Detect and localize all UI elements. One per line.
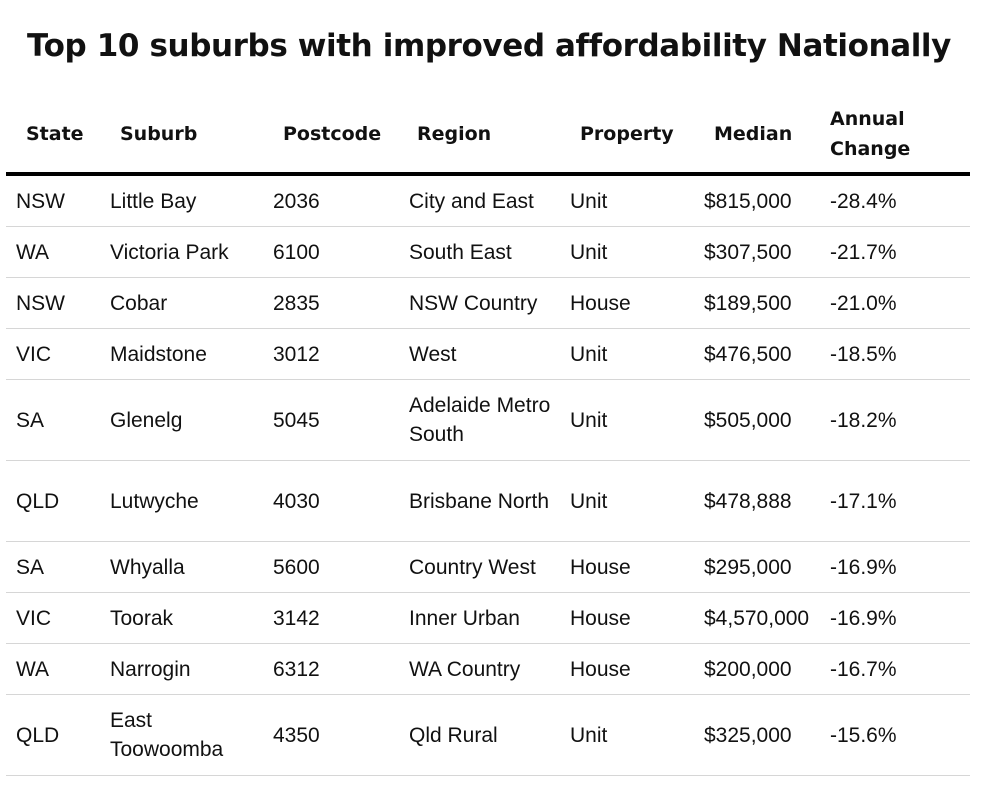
column-header-annual-change: Annual Change — [820, 96, 970, 176]
cell-annual-change: -17.1% — [820, 460, 970, 542]
cell-postcode: 3142 — [263, 592, 399, 644]
cell-median: $476,500 — [694, 328, 820, 380]
cell-postcode: 6312 — [263, 643, 399, 695]
cell-region: Country West — [399, 541, 560, 593]
cell-state: SA — [6, 379, 100, 461]
cell-property: House — [560, 643, 694, 695]
cell-state: QLD — [6, 460, 100, 542]
cell-median: $815,000 — [694, 174, 820, 227]
cell-annual-change: -16.7% — [820, 643, 970, 695]
table-row: SA Whyalla 5600 Country West House $295,… — [6, 541, 970, 593]
cell-suburb: Maidstone — [100, 328, 263, 380]
cell-annual-change: -28.4% — [820, 174, 970, 227]
cell-postcode: 3012 — [263, 328, 399, 380]
table-row: VIC Maidstone 3012 West Unit $476,500 -1… — [6, 328, 970, 380]
table-row: QLD Lutwyche 4030 Brisbane North Unit $4… — [6, 460, 970, 542]
table-row: QLD East Toowoomba 4350 Qld Rural Unit $… — [6, 694, 970, 776]
cell-annual-change: -16.9% — [820, 541, 970, 593]
affordability-table: State Suburb Postcode Region Property Me… — [6, 96, 970, 776]
cell-postcode: 5600 — [263, 541, 399, 593]
cell-property: House — [560, 541, 694, 593]
cell-region: Adelaide Metro South — [399, 379, 560, 461]
table-row: VIC Toorak 3142 Inner Urban House $4,570… — [6, 592, 970, 644]
column-header-state: State — [6, 96, 100, 176]
table-row: NSW Cobar 2835 NSW Country House $189,50… — [6, 277, 970, 329]
cell-property: Unit — [560, 226, 694, 278]
cell-postcode: 2036 — [263, 174, 399, 227]
column-header-median: Median — [694, 96, 820, 176]
cell-median: $295,000 — [694, 541, 820, 593]
table-row: WA Victoria Park 6100 South East Unit $3… — [6, 226, 970, 278]
cell-property: Unit — [560, 328, 694, 380]
cell-postcode: 6100 — [263, 226, 399, 278]
cell-annual-change: -18.2% — [820, 379, 970, 461]
table-header-row: State Suburb Postcode Region Property Me… — [6, 96, 970, 176]
cell-property: House — [560, 592, 694, 644]
cell-property: Unit — [560, 460, 694, 542]
cell-suburb: Lutwyche — [100, 460, 263, 542]
cell-annual-change: -16.9% — [820, 592, 970, 644]
chart-title: Top 10 suburbs with improved affordabili… — [27, 28, 951, 64]
cell-median: $189,500 — [694, 277, 820, 329]
cell-suburb: Toorak — [100, 592, 263, 644]
cell-median: $4,570,000 — [694, 592, 820, 644]
cell-suburb: Whyalla — [100, 541, 263, 593]
cell-median: $505,000 — [694, 379, 820, 461]
cell-median: $307,500 — [694, 226, 820, 278]
cell-suburb: Glenelg — [100, 379, 263, 461]
cell-property: Unit — [560, 694, 694, 776]
cell-region: South East — [399, 226, 560, 278]
cell-suburb: Narrogin — [100, 643, 263, 695]
cell-region: WA Country — [399, 643, 560, 695]
cell-median: $478,888 — [694, 460, 820, 542]
table-row: WA Narrogin 6312 WA Country House $200,0… — [6, 643, 970, 695]
column-header-property: Property — [560, 96, 694, 176]
cell-median: $325,000 — [694, 694, 820, 776]
cell-state: WA — [6, 643, 100, 695]
table-row: NSW Little Bay 2036 City and East Unit $… — [6, 174, 970, 227]
cell-state: VIC — [6, 592, 100, 644]
cell-region: Brisbane North — [399, 460, 560, 542]
cell-suburb: Cobar — [100, 277, 263, 329]
cell-state: VIC — [6, 328, 100, 380]
cell-state: SA — [6, 541, 100, 593]
column-header-suburb: Suburb — [100, 96, 263, 176]
cell-property: Unit — [560, 379, 694, 461]
cell-suburb: Little Bay — [100, 174, 263, 227]
cell-state: QLD — [6, 694, 100, 776]
cell-median: $200,000 — [694, 643, 820, 695]
cell-suburb: Victoria Park — [100, 226, 263, 278]
cell-postcode: 2835 — [263, 277, 399, 329]
cell-region: City and East — [399, 174, 560, 227]
cell-region: Inner Urban — [399, 592, 560, 644]
cell-annual-change: -21.0% — [820, 277, 970, 329]
cell-annual-change: -15.6% — [820, 694, 970, 776]
cell-property: House — [560, 277, 694, 329]
cell-postcode: 4030 — [263, 460, 399, 542]
cell-region: Qld Rural — [399, 694, 560, 776]
cell-state: NSW — [6, 174, 100, 227]
column-header-postcode: Postcode — [263, 96, 399, 176]
cell-postcode: 4350 — [263, 694, 399, 776]
cell-region: NSW Country — [399, 277, 560, 329]
cell-postcode: 5045 — [263, 379, 399, 461]
table-row: SA Glenelg 5045 Adelaide Metro South Uni… — [6, 379, 970, 461]
cell-state: NSW — [6, 277, 100, 329]
cell-property: Unit — [560, 174, 694, 227]
cell-suburb: East Toowoomba — [100, 694, 263, 776]
cell-state: WA — [6, 226, 100, 278]
cell-annual-change: -18.5% — [820, 328, 970, 380]
cell-annual-change: -21.7% — [820, 226, 970, 278]
cell-region: West — [399, 328, 560, 380]
column-header-region: Region — [399, 96, 560, 176]
